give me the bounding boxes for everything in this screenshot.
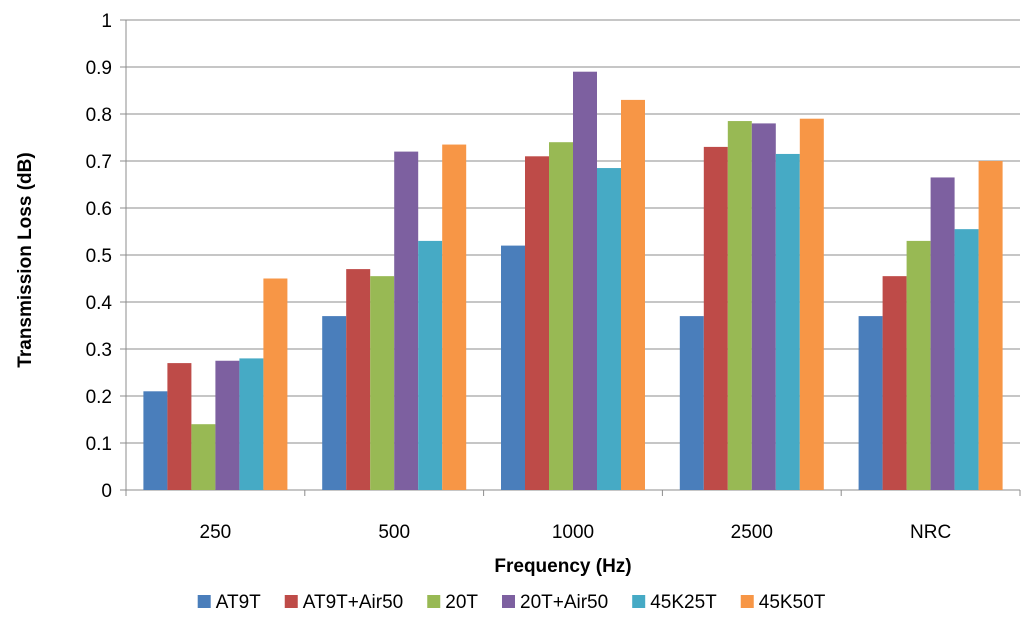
bar — [799, 118, 824, 490]
y-tick-label: 0.4 — [86, 293, 113, 314]
legend-item: 20T — [427, 592, 478, 613]
bar — [346, 269, 371, 490]
bar — [597, 168, 621, 491]
x-category-label: 250 — [200, 522, 232, 543]
y-tick-label: 0.7 — [86, 152, 112, 173]
x-category-label: 1000 — [552, 522, 594, 543]
y-tick-label: 0.9 — [86, 58, 112, 79]
bar — [418, 240, 443, 490]
bar — [775, 153, 800, 490]
bar — [727, 121, 752, 491]
bar — [549, 142, 573, 490]
bar — [239, 358, 264, 490]
legend-label: 20T+Air50 — [520, 592, 608, 613]
bars — [143, 71, 1003, 491]
bar — [370, 276, 395, 490]
legend-swatch — [284, 595, 298, 608]
legend-label: AT9T — [216, 592, 261, 613]
legend-swatch — [197, 595, 211, 608]
y-tick-label: 0.8 — [86, 105, 112, 126]
bar — [703, 146, 728, 490]
bar — [394, 151, 419, 490]
bar — [751, 123, 776, 491]
bar — [191, 424, 216, 490]
legend-item: 45K25T — [632, 592, 717, 613]
y-axis-title: Transmission Loss (dB) — [15, 152, 36, 367]
y-tick-label: 0.1 — [86, 434, 112, 455]
legend-item: 45K50T — [740, 592, 826, 613]
legend-label: 20T — [445, 592, 478, 613]
bar — [525, 156, 549, 491]
bar — [954, 229, 979, 490]
bar — [322, 316, 347, 490]
y-tick-label: 1 — [101, 11, 112, 32]
bar — [858, 316, 883, 490]
x-category-label: 500 — [378, 522, 410, 543]
legend-swatch — [740, 595, 754, 608]
bar — [501, 245, 525, 490]
bar — [167, 363, 192, 490]
y-tick-label: 0.5 — [86, 246, 112, 267]
bar — [621, 99, 645, 491]
legend-swatch — [502, 595, 515, 608]
bar — [930, 177, 955, 490]
x-axis-categories: 250 500 1000 2500 NRC — [200, 522, 952, 543]
bar — [143, 391, 168, 490]
y-axis-ticks: 0 0.1 0.2 0.3 0.4 0.5 0.6 0.7 0.8 0.9 1 — [86, 11, 113, 502]
y-tick-label: 0 — [101, 481, 112, 502]
legend-item: AT9T — [197, 592, 261, 613]
x-category-label: 2500 — [731, 522, 773, 543]
legend-label: 45K25T — [650, 592, 717, 613]
bar — [573, 71, 597, 490]
legend-item: 20T+Air50 — [502, 592, 608, 613]
legend-swatch — [427, 595, 441, 608]
y-tick-label: 0.3 — [86, 340, 112, 361]
bar — [442, 144, 467, 491]
bar — [882, 276, 907, 490]
x-axis-title: Frequency (Hz) — [494, 556, 631, 577]
legend-label: 45K50T — [759, 592, 826, 613]
bar — [978, 161, 1003, 490]
bar — [679, 316, 704, 490]
legend-label: AT9T+Air50 — [303, 592, 404, 613]
bar — [906, 240, 931, 490]
legend-item: AT9T+Air50 — [284, 592, 404, 613]
y-tick-label: 0.6 — [86, 199, 112, 220]
bar — [215, 360, 240, 490]
x-category-label: NRC — [910, 522, 951, 543]
y-tick-label: 0.2 — [86, 387, 112, 408]
legend: AT9T AT9T+Air50 20T 20T+Air50 45K25T 45K50T — [197, 592, 826, 613]
legend-swatch — [632, 595, 646, 608]
bar — [263, 278, 288, 490]
